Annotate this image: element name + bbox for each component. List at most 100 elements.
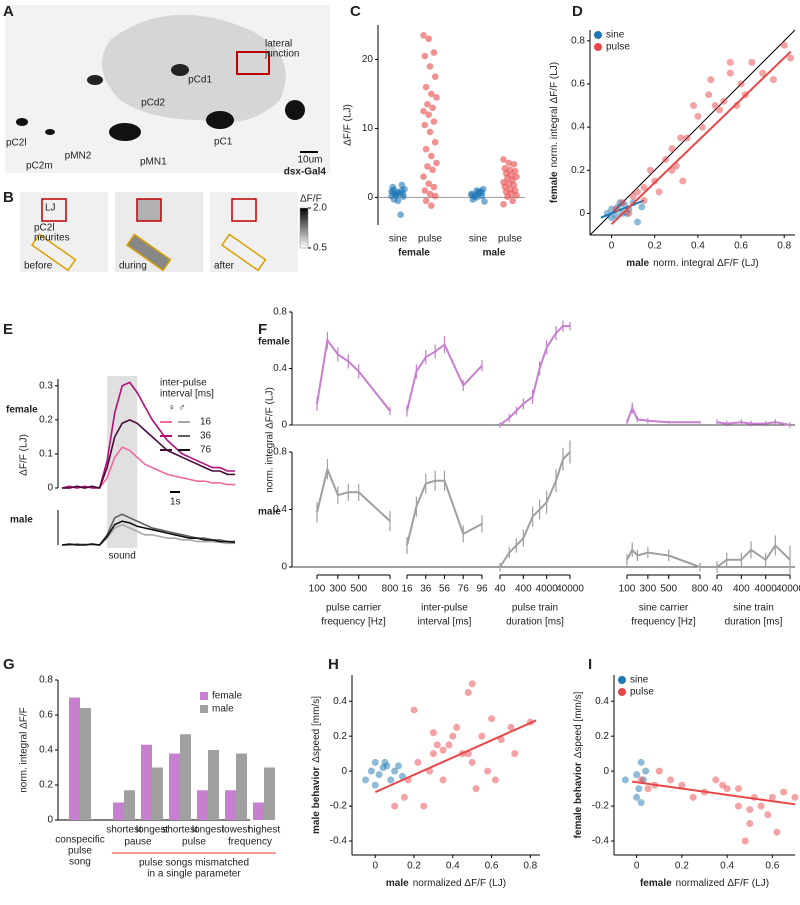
point <box>734 785 742 793</box>
point <box>642 767 650 775</box>
point <box>773 828 781 836</box>
panel-letter: A <box>3 3 14 20</box>
row-label: female <box>258 337 290 348</box>
y-tick-label: -0.4 <box>592 836 610 847</box>
point <box>453 723 461 731</box>
annotation: in a single parameter <box>147 869 241 880</box>
y-tick-label: -0.2 <box>330 801 348 812</box>
point <box>510 161 518 168</box>
point <box>410 706 418 714</box>
point <box>449 732 457 740</box>
point <box>757 802 765 810</box>
annotation: sound <box>109 551 136 562</box>
point <box>678 781 686 789</box>
point <box>421 121 429 129</box>
x-axis-label: male norm. integral ΔF/F (LJ) <box>626 258 758 269</box>
legend-label: 76 <box>200 445 212 456</box>
y-axis-label: norm. integral ΔF/F (LJ) <box>265 387 276 493</box>
point <box>420 173 427 181</box>
cluster <box>206 111 234 129</box>
point <box>468 758 476 766</box>
group-label: female <box>398 248 430 259</box>
point <box>371 758 379 766</box>
point <box>422 197 430 205</box>
x-tick-label: 400 <box>733 584 750 595</box>
point <box>748 58 756 66</box>
point <box>420 107 427 115</box>
y-tick-label: 0.2 <box>571 165 585 176</box>
point <box>689 793 697 801</box>
point <box>421 187 429 194</box>
image-label: during <box>119 261 147 272</box>
x-tick-label: 0.6 <box>485 861 499 872</box>
legend-label: sine <box>606 30 625 41</box>
tuning-line <box>716 543 791 568</box>
cluster <box>16 118 28 126</box>
y-tick-label: 0 <box>47 483 53 494</box>
point <box>707 76 715 84</box>
point <box>637 799 645 807</box>
cluster <box>171 64 189 76</box>
x-tick-label: shortest <box>106 825 142 836</box>
point <box>633 793 641 801</box>
point <box>371 781 379 789</box>
group-label: duration [ms] <box>506 617 564 628</box>
x-tick-label: 0.6 <box>765 861 779 872</box>
group-label: pulse <box>182 837 206 848</box>
image-label: neurites <box>34 233 70 244</box>
x-tick-label: 0 <box>609 241 615 252</box>
legend-title: inter-pulse <box>160 378 207 389</box>
x-tick-label: 76 <box>458 584 470 595</box>
tuning-line <box>626 548 701 568</box>
group-label: duration [ms] <box>725 617 783 628</box>
panel-a-image <box>5 5 330 173</box>
legend-label: female <box>212 691 242 702</box>
y-axis-label: ΔF/F (LJ) <box>343 104 354 146</box>
bar <box>69 697 80 820</box>
point <box>733 102 741 110</box>
point <box>425 111 433 118</box>
x-tick-label: 16 <box>401 584 413 595</box>
point <box>426 128 434 136</box>
point <box>399 190 407 198</box>
point <box>398 181 406 189</box>
bar <box>264 767 275 820</box>
x-axis-label-part: male <box>386 878 409 889</box>
trace <box>62 419 235 489</box>
colorbar-label: ΔF/F <box>300 194 322 205</box>
fit-line <box>610 50 792 225</box>
point <box>621 776 629 784</box>
row-label: male <box>10 515 33 526</box>
y-tick-label: -0.2 <box>592 801 610 812</box>
point <box>764 811 772 819</box>
colorbar-tick-label: 0.5 <box>313 243 327 254</box>
y-tick-label: 0.4 <box>333 696 347 707</box>
x-tick-label: 0.8 <box>523 861 537 872</box>
point <box>791 793 799 801</box>
legend-sexes: ♀ ♂ <box>168 403 186 414</box>
point <box>425 35 433 43</box>
x-tick-label: 400 <box>515 584 532 595</box>
point <box>478 189 486 196</box>
x-tick-label: 300 <box>640 584 657 595</box>
point <box>726 69 734 77</box>
point <box>711 102 719 110</box>
y-tick-label: 10 <box>362 123 374 134</box>
image-label: pCd1 <box>188 75 212 86</box>
roi-box <box>125 233 172 272</box>
group-label: pause <box>124 837 152 848</box>
bar <box>124 790 135 820</box>
point <box>464 688 472 696</box>
point <box>513 192 520 199</box>
point <box>629 192 637 200</box>
x-tick-label: 40000 <box>776 584 800 595</box>
point <box>429 104 436 112</box>
image-label: pC2l <box>6 138 27 149</box>
y-tick-label: 0.3 <box>39 380 53 391</box>
point <box>698 123 706 131</box>
point <box>746 806 754 814</box>
point <box>655 767 663 775</box>
scale-label: 1s <box>170 497 181 508</box>
x-tick-label: 0 <box>372 861 378 872</box>
